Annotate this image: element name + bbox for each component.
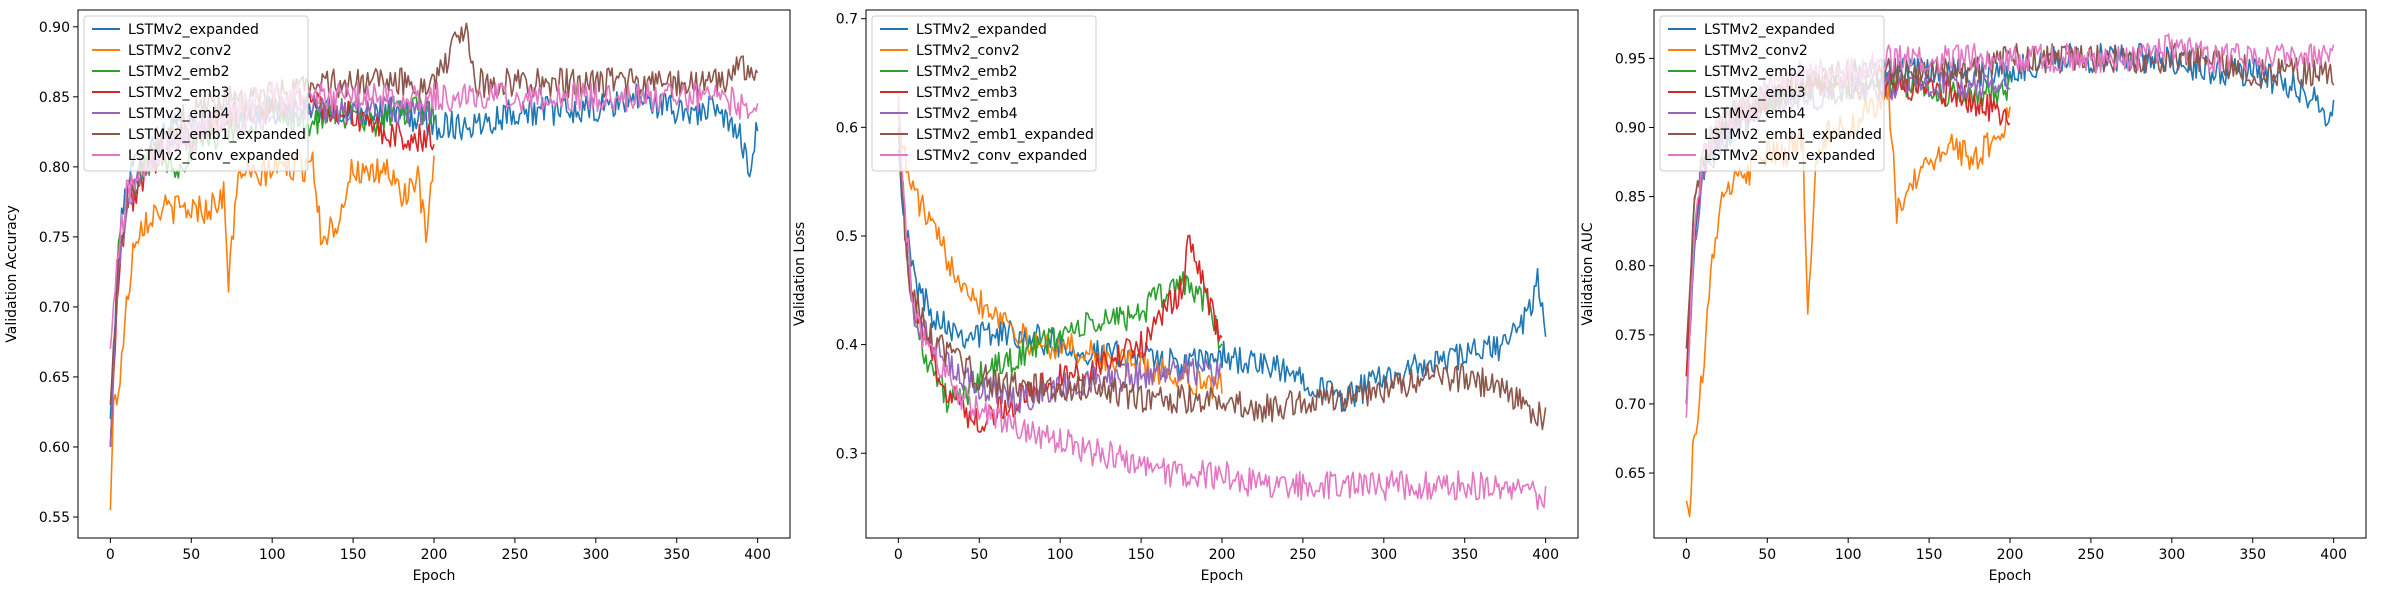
y-tick-label: 0.90 (1615, 120, 1646, 136)
legend-label: LSTMv2_conv_expanded (1704, 148, 1875, 164)
legend-label: LSTMv2_emb3 (916, 85, 1018, 101)
x-axis-label: Epoch (1989, 568, 2032, 584)
legend-box (871, 15, 1097, 172)
y-tick-label: 0.4 (836, 338, 858, 354)
legend-label: LSTMv2_expanded (916, 22, 1047, 38)
x-tick-label: 0 (106, 547, 115, 563)
x-tick-label: 150 (340, 547, 367, 563)
legend: LSTMv2_expanded LSTMv2_conv2 LSTMv2_emb2 LS… (83, 15, 309, 172)
y-axis-label: Validation Accuracy (4, 205, 20, 343)
y-tick-label: 0.6 (836, 120, 858, 136)
y-tick-label: 0.65 (39, 370, 70, 386)
x-tick-label: 50 (182, 547, 200, 563)
x-tick-label: 100 (1047, 547, 1074, 563)
legend-label: LSTMv2_conv_expanded (128, 148, 299, 164)
x-tick-label: 200 (1209, 547, 1236, 563)
series-line-LSTMv2_emb1_expanded (897, 127, 1547, 431)
legend-label: LSTMv2_expanded (128, 22, 259, 38)
x-axis-label: Epoch (413, 568, 456, 584)
y-tick-label: 0.75 (1615, 328, 1646, 344)
y-tick-label: 0.70 (1615, 397, 1646, 413)
legend-label: LSTMv2_emb2 (916, 64, 1018, 80)
series-line-LSTMv2_emb4 (897, 105, 1223, 414)
legend-label: LSTMv2_conv2 (1704, 43, 1808, 59)
y-tick-label: 0.70 (39, 300, 70, 316)
x-tick-label: 300 (582, 547, 609, 563)
legend-label: LSTMv2_emb4 (916, 106, 1018, 122)
series-line-LSTMv2_conv2 (109, 151, 435, 511)
y-tick-label: 0.85 (1615, 190, 1646, 206)
legend-label: LSTMv2_emb1_expanded (916, 127, 1094, 143)
x-tick-label: 0 (894, 547, 903, 563)
x-tick-label: 400 (1532, 547, 1559, 563)
legend-label: LSTMv2_emb4 (128, 106, 230, 122)
series-line-LSTMv2_conv2 (897, 105, 1223, 400)
series-line-LSTMv2_conv_expanded (897, 94, 1547, 511)
y-tick-label: 0.75 (39, 230, 70, 246)
chart-panel-1: 0 50 100 150 200 250 300 350 400 0.55 0.60 0.65 0.70… (4, 9, 791, 584)
legend-label: LSTMv2_conv2 (916, 43, 1020, 59)
y-tick-label: 0.65 (1615, 466, 1646, 482)
x-tick-label: 350 (663, 547, 690, 563)
x-tick-label: 50 (970, 547, 988, 563)
legend-box (83, 15, 309, 172)
legend-label: LSTMv2_conv2 (128, 43, 232, 59)
y-tick-label: 0.85 (39, 90, 70, 106)
y-axis-label: Validation AUC (1580, 222, 1596, 325)
legend-label: LSTMv2_emb1_expanded (128, 127, 306, 143)
y-tick-label: 0.5 (836, 229, 858, 245)
legend-label: LSTMv2_emb4 (1704, 106, 1806, 122)
legend-label: LSTMv2_emb3 (1704, 85, 1806, 101)
x-tick-label: 300 (1370, 547, 1397, 563)
series-group (897, 94, 1547, 511)
y-axis-label: Validation Loss (792, 222, 808, 326)
y-tick-label: 0.7 (836, 12, 858, 28)
x-tick-label: 350 (1451, 547, 1478, 563)
y-tick-label: 0.80 (1615, 259, 1646, 275)
x-tick-label: 300 (2158, 547, 2185, 563)
x-tick-label: 0 (1682, 547, 1691, 563)
x-tick-label: 400 (744, 547, 771, 563)
chart-panel-3: 0 50 100 150 200 250 300 350 400 0.65 0.70 0.75 0.80… (1580, 9, 2367, 584)
x-tick-label: 200 (421, 547, 448, 563)
legend-label: LSTMv2_emb1_expanded (1704, 127, 1882, 143)
series-line-LSTMv2_emb3 (897, 105, 1223, 433)
x-axis-label: Epoch (1201, 568, 1244, 584)
legend-label: LSTMv2_emb3 (128, 85, 230, 101)
y-tick-label: 0.80 (39, 160, 70, 176)
legend-label: LSTMv2_conv_expanded (916, 148, 1087, 164)
x-tick-label: 50 (1758, 547, 1776, 563)
x-tick-label: 100 (1835, 547, 1862, 563)
x-tick-label: 250 (2078, 547, 2105, 563)
x-tick-label: 400 (2320, 547, 2347, 563)
x-tick-label: 350 (2239, 547, 2266, 563)
x-tick-label: 200 (1997, 547, 2024, 563)
x-tick-label: 150 (1916, 547, 1943, 563)
series-line-LSTMv2_expanded (897, 148, 1547, 413)
y-tick-label: 0.55 (39, 510, 70, 526)
chart-panel-2: 0 50 100 150 200 250 300 350 400 0.3 0.4 0.5 0.6 0.7 E… (792, 9, 1579, 584)
y-tick-label: 0.60 (39, 440, 70, 456)
x-tick-label: 150 (1128, 547, 1155, 563)
y-tick-label: 0.3 (836, 446, 858, 462)
y-tick-label: 0.95 (1615, 51, 1646, 67)
x-tick-label: 250 (502, 547, 529, 563)
y-tick-label: 0.90 (39, 20, 70, 36)
legend: LSTMv2_expanded LSTMv2_conv2 LSTMv2_emb2 LS… (1659, 15, 1885, 172)
legend-box (1659, 15, 1885, 172)
legend-label: LSTMv2_emb2 (1704, 64, 1806, 80)
legend: LSTMv2_expanded LSTMv2_conv2 LSTMv2_emb2 LS… (871, 15, 1097, 172)
legend-label: LSTMv2_expanded (1704, 22, 1835, 38)
legend-label: LSTMv2_emb2 (128, 64, 230, 80)
x-tick-label: 100 (259, 547, 286, 563)
x-tick-label: 250 (1290, 547, 1317, 563)
